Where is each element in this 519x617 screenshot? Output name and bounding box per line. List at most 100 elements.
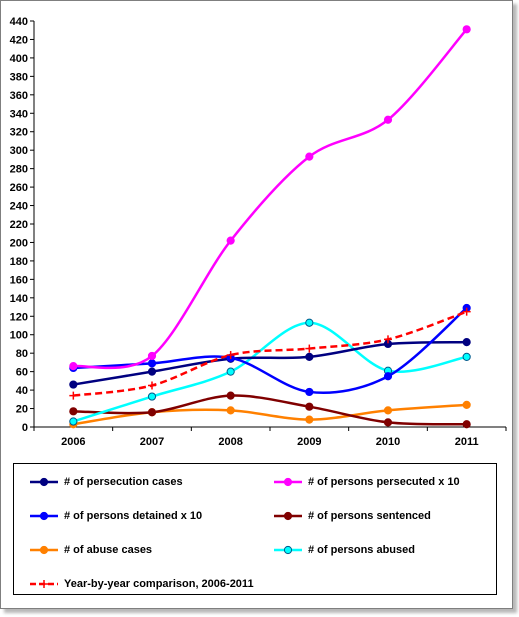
legend-label: Year-by-year comparison, 2006-2011 [64,578,254,590]
series-markers [69,25,471,429]
data-point [462,420,471,429]
legend-marker [40,580,48,588]
y-tick-label: 100 [10,330,28,342]
data-point [147,367,157,376]
data-point [462,307,471,316]
y-tick-label: 40 [16,385,28,397]
chart-frame: 0 20 40 60 80 100 120 140 160 180 200 220 240 260 280 3… [0,0,513,609]
data-point [305,415,314,424]
legend-marker [283,545,293,555]
legend: # of persecution cases # of persons perse… [13,463,497,595]
legend-item: # of persons abused [272,542,415,558]
data-point [148,381,156,390]
legend-item: # of persons persecuted x 10 [272,474,460,490]
series-line-0 [73,340,467,386]
y-tick-label: 20 [16,404,28,416]
legend-swatch [274,477,302,487]
legend-swatch [30,511,58,521]
data-point [462,352,471,361]
y-tick-label: 0 [22,422,28,434]
data-point [226,391,235,400]
legend-swatch [274,511,302,521]
data-point [383,406,393,415]
x-tick-label: 2008 [218,436,242,448]
x-tick-label: 2009 [297,436,321,448]
y-tick-label: 160 [10,274,28,286]
y-tick-label: 140 [10,293,28,305]
y-tick-label: 200 [10,237,28,249]
legend-label: # of persons sentenced [308,510,431,522]
x-tick-label: 2006 [61,436,85,448]
y-axis-ticks: 0 20 40 60 80 100 120 140 160 180 200 220 240 260 280 3… [10,16,34,434]
series-line-6 [73,310,468,397]
line-chart: 0 20 40 60 80 100 120 140 160 180 200 220 240 260 280 3… [10,16,507,448]
series-line-1 [73,28,468,370]
legend-item: # of persons sentenced [272,508,431,524]
data-point [69,407,78,416]
legend-swatch [30,545,58,555]
y-tick-label: 440 [10,16,28,28]
x-axis-ticks: 2006 2007 2008 2009 2010 2011 [33,427,507,448]
y-tick-label: 280 [10,164,28,176]
series-line-5 [72,321,467,423]
data-point [305,318,314,327]
y-tick-label: 80 [16,348,28,360]
data-point [305,352,314,361]
legend-swatch [30,477,58,487]
y-tick-label: 60 [16,367,28,379]
y-tick-label: 240 [10,201,28,213]
legend-marker [39,477,49,487]
y-tick-label: 180 [10,256,28,268]
y-tick-label: 300 [10,145,28,157]
legend-marker [39,545,49,555]
data-point [69,391,78,400]
data-point [383,115,393,124]
data-point [69,380,78,389]
data-point [226,351,235,360]
data-point [226,406,235,415]
y-tick-label: 120 [10,311,28,323]
legend-label: # of persons detained x 10 [64,510,203,522]
data-point [147,351,157,361]
data-point [462,25,471,34]
legend-label: # of persons abused [308,544,415,556]
y-tick-label: 260 [10,182,28,194]
series-line-4 [73,403,467,426]
legend-item: # of abuse cases [28,542,152,558]
data-point [69,362,78,371]
series-lines [72,28,468,426]
data-point [147,359,157,368]
data-point [462,400,471,409]
data-point [69,417,78,426]
legend-item: Year-by-year comparison, 2006-2011 [28,576,254,592]
y-tick-label: 220 [10,219,28,231]
legend-label: # of persecution cases [64,476,183,488]
data-point [383,372,393,381]
data-point [383,418,393,427]
data-point [384,335,392,344]
x-tick-label: 2011 [455,436,479,448]
legend-marker [283,511,293,521]
y-tick-label: 320 [10,127,28,139]
data-point [305,402,314,411]
y-tick-label: 360 [10,90,28,102]
legend-swatch [274,545,302,555]
legend-marker [39,511,49,521]
y-tick-label: 380 [10,71,28,83]
legend-label: # of abuse cases [64,544,153,556]
data-point [147,408,157,417]
y-tick-label: 340 [10,108,28,120]
legend-label: # of persons persecuted x 10 [308,476,460,488]
y-tick-label: 400 [10,53,28,65]
legend-swatch [30,580,58,588]
x-tick-label: 2010 [376,436,400,448]
data-point [305,152,314,161]
legend-item: # of persecution cases [28,474,183,490]
y-tick-label: 420 [10,34,28,46]
data-point [305,387,314,397]
data-point [147,392,157,401]
legend-marker [283,477,293,487]
series-line-3 [73,394,467,426]
data-point [462,338,471,347]
data-point [226,236,235,245]
